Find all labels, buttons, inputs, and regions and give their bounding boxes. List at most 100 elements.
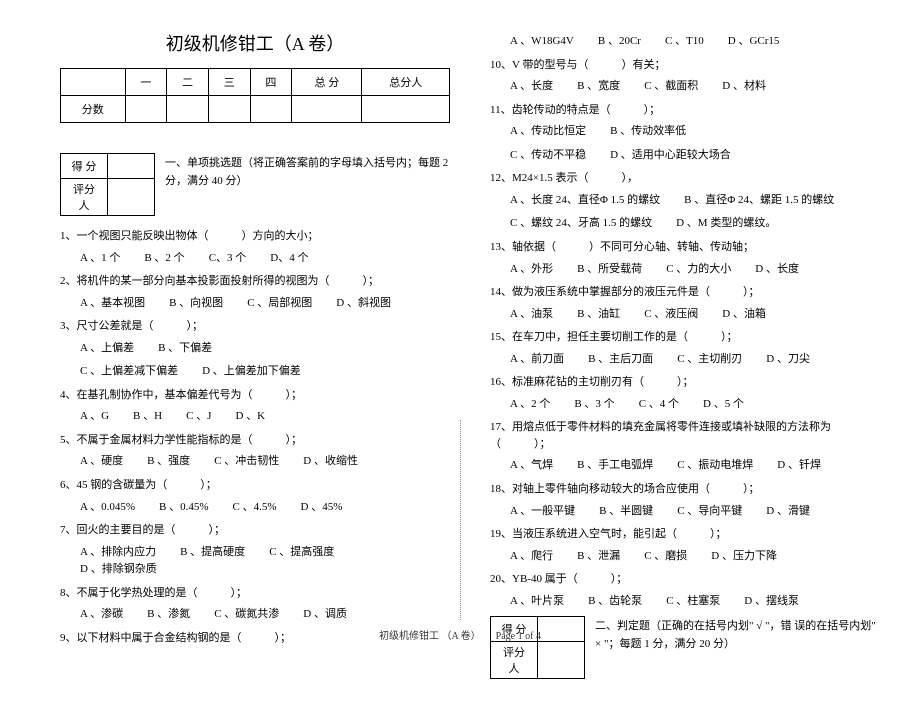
section-1-desc: 一、单项挑选题（将正确答案前的字母填入括号内；每题 2 分，满分 40 分） [165,153,450,190]
option: C 、J [186,408,211,426]
left-questions: 1、一个视图只能反映出物体（ ）方向的大小；A 、1 个B 、2 个C、3 个D… [60,228,450,646]
option: D 、上偏差加下偏差 [202,363,301,381]
score-cell [125,96,167,123]
score-header-cell [61,69,126,96]
option: B 、提高硬度 [180,544,245,562]
option: D 、排除钢杂质 [80,561,157,579]
option: D 、刀尖 [766,351,810,369]
options-row: A 、油泵B 、油缸C 、液压阀D 、油箱 [510,306,880,324]
option: A 、叶片泵 [510,593,564,611]
option: D 、收缩性 [303,453,358,471]
score-header-cell: 总 分 [292,69,362,96]
option: B 、H [133,408,162,426]
score-cell [362,96,450,123]
options-row: A 、G B 、H C 、J D 、K [80,408,450,426]
question: 15、在车刀中，担任主要切削工作的是（ ）； [490,329,880,346]
option: C 、碳氮共渗 [214,606,279,624]
option: A 、W18G4V [510,33,574,51]
section-1-header: 得 分 评分人 一、单项挑选题（将正确答案前的字母填入括号内；每题 2 分，满分… [60,153,450,216]
option: C 、提高强度 [269,544,334,562]
option: C 、液压阀 [644,306,698,324]
option: C 、主切削刃 [677,351,742,369]
left-column: 初级机修钳工（A 卷） 一二三四总 分总分人 分数 得 分 评分人 一、单项挑选… [60,30,450,691]
options-row: A 、长度B 、宽度C 、截面积D 、材料 [510,78,880,96]
question: 16、标准麻花钻的主切削刃有（ ）； [490,374,880,391]
option: D 、滑键 [766,503,810,521]
question: 18、对轴上零件轴向移动较大的场合应使用（ ）； [490,481,880,498]
option: C、3 个 [209,250,247,268]
options-row: A 、长度 24、直径Φ 1.5 的螺纹B 、直径Φ 24、螺距 1.5 的螺纹 [510,192,880,210]
option: C 、上偏差减下偏差 [80,363,178,381]
option: B 、3 个 [574,396,614,414]
options-row: A 、排除内应力B 、提高硬度C 、提高强度D 、排除钢杂质 [80,544,450,579]
option: A 、油泵 [510,306,553,324]
option: B 、渗氮 [147,606,190,624]
options-row: A 、0.045%B 、0.45%C 、4.5%D 、45% [80,499,450,517]
options-row: A 、爬行B 、泄漏C 、磨损D 、压力下降 [510,548,880,566]
question: 19、当液压系统进入空气时，能引起（ ）； [490,526,880,543]
option: A 、硬度 [80,453,123,471]
option: B 、直径Φ 24、螺距 1.5 的螺纹 [684,192,834,210]
option: D、4 个 [270,250,308,268]
options-row: A 、叶片泵B 、齿轮泵C 、柱塞泵D 、摆线泵 [510,593,880,611]
option: A 、爬行 [510,548,553,566]
question: 3、尺寸公差就是（ ）； [60,318,450,335]
options-row: A 、外形B 、所受载荷C 、力的大小D 、长度 [510,261,880,279]
option: A 、一般平键 [510,503,575,521]
question: 20、YB-40 属于（ ）； [490,571,880,588]
option: C 、冲击韧性 [214,453,279,471]
score-header-cell: 二 [167,69,209,96]
options-row: C 、螺纹 24、牙高 1.5 的螺纹D 、M 类型的螺纹。 [510,215,880,233]
options-row: A 、基本视图B 、向视图C 、局部视图D 、斜视图 [80,295,450,313]
option: A 、长度 [510,78,553,96]
option: C 、传动不平稳 [510,147,586,165]
option: A 、外形 [510,261,553,279]
option: D 、斜视图 [336,295,391,313]
options-row: A 、1 个B 、2 个C、3 个D、4 个 [80,250,450,268]
options-row: A 、硬度B 、强度C 、冲击韧性D 、收缩性 [80,453,450,471]
option: B 、半圆键 [599,503,653,521]
option: D 、适用中心距较大场合 [610,147,731,165]
options-row: C 、传动不平稳 D 、适用中心距较大场合 [510,147,880,165]
option: D 、K [235,408,265,426]
score-box: 得 分 评分人 [60,153,155,216]
question: 11、齿轮传动的特点是（ ）； [490,102,880,119]
question: 14、做为液压系统中掌握部分的液压元件是（ ）； [490,284,880,301]
options-row: A 、渗碳B 、渗氮C 、碳氮共渗D 、调质 [80,606,450,624]
option: A 、G [80,408,109,426]
options-row: A 、前刀面B 、主后刀面C 、主切削刃D 、刀尖 [510,351,880,369]
option: C 、螺纹 24、牙高 1.5 的螺纹 [510,215,652,233]
option: B 、0.45% [159,499,209,517]
grader-label: 评分人 [61,179,108,216]
option: A 、传动比恒定 [510,123,586,141]
options-row: A 、一般平键 B 、半圆键 C 、导向平键 D 、滑键 [510,503,880,521]
option: C 、4.5% [233,499,277,517]
option: C 、局部视图 [247,295,312,313]
option: C 、柱塞泵 [666,593,720,611]
option: A 、上偏差 [80,340,134,358]
option: C 、4 个 [639,396,679,414]
question: 8、不属于化学热处理的是（ ）； [60,585,450,602]
page-footer: 初级机修钳工 （A 卷） Page 1 of 4 [0,627,920,642]
options-row: A 、W18G4VB 、20CrC 、T10D 、GCr15 [510,33,880,51]
options-row: A 、气焊B 、手工电弧焊C 、振动电堆焊D 、钎焊 [510,457,880,475]
option: B 、主后刀面 [588,351,653,369]
option: A 、0.045% [80,499,135,517]
options-row: A 、2 个B 、3 个C 、4 个D 、5 个 [510,396,880,414]
options-row: A 、上偏差B 、下偏差 [80,340,450,358]
question: 13、轴依据（ ）不同可分心轴、转轴、传动轴； [490,239,880,256]
score-label: 得 分 [61,154,108,179]
options-row: A 、传动比恒定B 、传动效率低 [510,123,880,141]
question: 7、回火的主要目的是（ ）； [60,522,450,539]
question: 4、在基孔制协作中，基本偏差代号为（ ）； [60,387,450,404]
score-box-2: 得 分 评分人 [490,616,585,679]
option: B 、宽度 [577,78,620,96]
option: C 、导向平键 [677,503,742,521]
option: A 、1 个 [80,250,120,268]
grader-label-2: 评分人 [491,642,538,679]
score-cell [208,96,250,123]
option: D 、调质 [303,606,347,624]
right-column: A 、W18G4VB 、20CrC 、T10D 、GCr1510、V 带的型号与… [490,30,880,691]
score-header-cell: 四 [250,69,292,96]
option: D 、5 个 [703,396,744,414]
